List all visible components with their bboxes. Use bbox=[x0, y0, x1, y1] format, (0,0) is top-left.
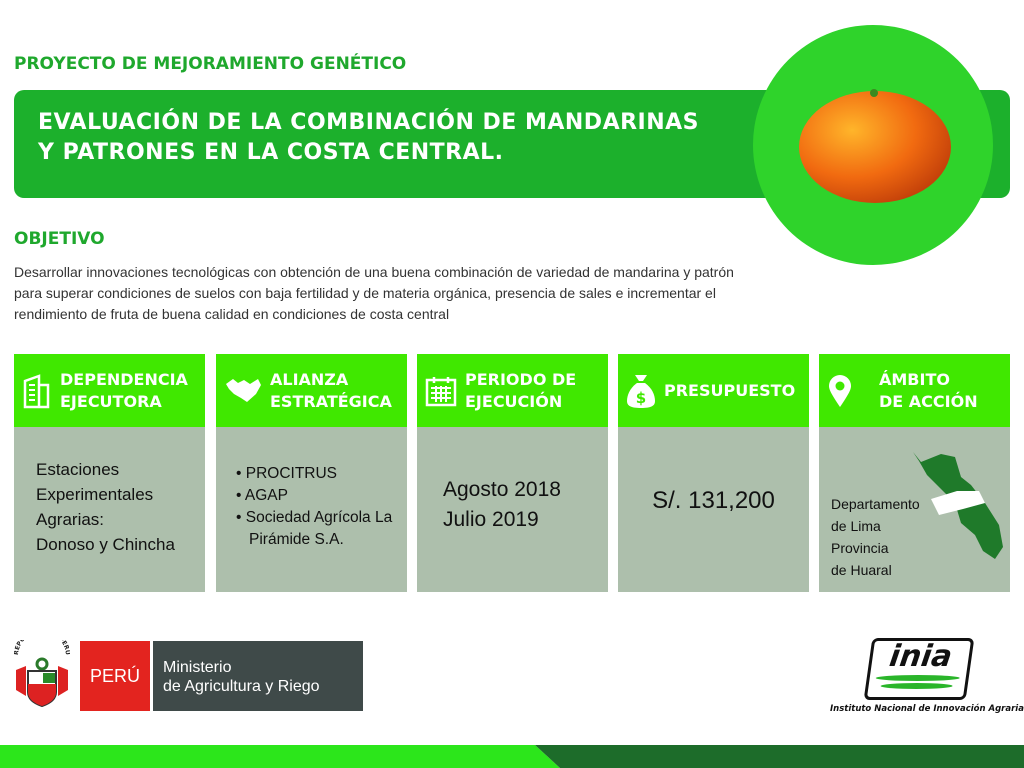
card-alianza: ALIANZA ESTRATÉGICA • PROCITRUS • AGAP • … bbox=[216, 354, 407, 592]
objective-heading: OBJETIVO bbox=[14, 229, 105, 249]
list-item: • Sociedad Agrícola La Pirámide S.A. bbox=[236, 509, 393, 548]
footer-bar-dark bbox=[535, 745, 1024, 768]
handshake-icon bbox=[226, 378, 261, 402]
card-dependencia: DEPENDENCIA EJECUTORA Estaciones Experime… bbox=[14, 354, 205, 592]
text-line: Agrarias: bbox=[36, 510, 105, 529]
text-line: Donoso y Chincha bbox=[36, 535, 175, 554]
inia-caption: Instituto Nacional de Innovación Agraria bbox=[830, 704, 1024, 714]
calendar-icon bbox=[425, 376, 457, 406]
text-line: Estaciones bbox=[36, 460, 120, 479]
page-title: EVALUACIÓN DE LA COMBINACIÓN DE MANDARIN… bbox=[38, 110, 700, 165]
ministry-logo: PERÚ Ministerio de Agricultura y Riego bbox=[80, 641, 363, 711]
text-line: de Lima bbox=[831, 518, 881, 534]
end-date: Julio 2019 bbox=[443, 508, 539, 531]
building-icon bbox=[23, 373, 50, 408]
list-item: • PROCITRUS bbox=[236, 465, 338, 482]
peru-label: PERÚ bbox=[80, 641, 150, 711]
footer-bar-light bbox=[0, 745, 560, 768]
card-ambito: ÁMBITO DE ACCIÓN Departamento de Lima Pro… bbox=[819, 354, 1010, 592]
text-line: Experimentales bbox=[36, 485, 154, 504]
list-item: • AGAP bbox=[236, 487, 288, 504]
text-line: Departamento bbox=[831, 496, 920, 512]
location-pin-icon bbox=[829, 374, 851, 407]
coat-of-arms-logo: REPÚBLICA DEL PERÚ bbox=[14, 640, 70, 708]
mandarin-image bbox=[753, 25, 993, 265]
objective-text: Desarrollar innovaciones tecnológicas co… bbox=[14, 264, 734, 322]
svg-text:$: $ bbox=[636, 389, 646, 407]
project-kicker: PROYECTO DE MEJORAMIENTO GENÉTICO bbox=[14, 54, 407, 74]
text-line: de Huaral bbox=[831, 562, 892, 578]
ministry-name: Ministerio de Agricultura y Riego bbox=[153, 641, 363, 711]
inia-wordmark: inia bbox=[887, 639, 955, 674]
money-bag-icon: $ bbox=[627, 374, 655, 408]
start-date: Agosto 2018 bbox=[443, 478, 561, 501]
card-periodo: PERIODO DE EJECUCIÓN Agosto 2018 Julio 20… bbox=[417, 354, 608, 592]
card-presupuesto: $ PRESUPUESTO S/. 131,200 bbox=[618, 354, 809, 592]
text-line: Provincia bbox=[831, 540, 889, 556]
budget-value: S/. 131,200 bbox=[652, 487, 775, 514]
lima-map bbox=[913, 452, 1003, 559]
inia-logo: inia Instituto Nacional de Innovación Ag… bbox=[830, 638, 1024, 718]
coat-text: REPÚBLICA DEL PERÚ bbox=[14, 640, 70, 655]
